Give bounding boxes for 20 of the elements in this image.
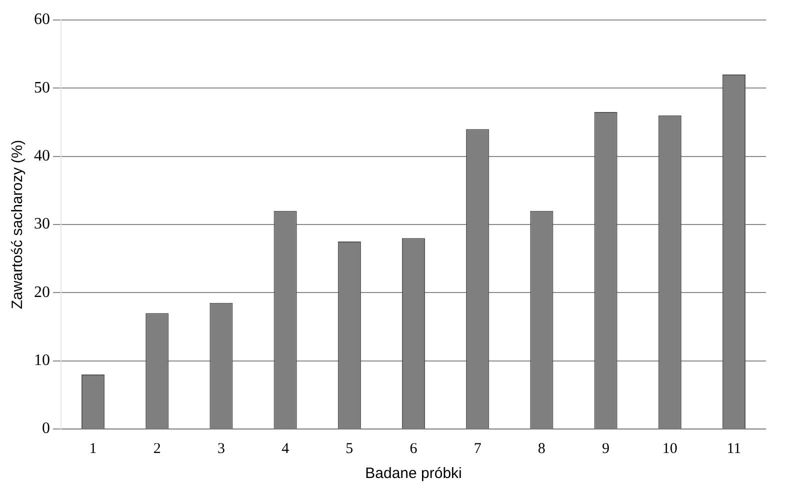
x-axis-title: Badane próbki xyxy=(365,465,462,482)
x-tick-label: 11 xyxy=(726,440,742,457)
x-tick-label: 7 xyxy=(474,440,482,457)
x-tick-label: 1 xyxy=(89,440,97,457)
y-tick-label: 40 xyxy=(34,148,50,165)
y-tick-label: 10 xyxy=(34,352,50,370)
x-tick-label: 2 xyxy=(153,440,161,457)
x-tick-label: 6 xyxy=(410,440,418,457)
x-tick-label: 9 xyxy=(602,440,610,457)
y-tick-label: 20 xyxy=(34,284,50,301)
y-tick-label: 30 xyxy=(34,216,50,233)
y-tick-label: 50 xyxy=(34,79,50,96)
y-tick-label: 60 xyxy=(34,11,50,28)
x-tick-label: 8 xyxy=(538,440,546,457)
x-tick-label: 5 xyxy=(346,440,354,457)
y-tick-label: 0 xyxy=(42,420,50,438)
x-tick-label: 4 xyxy=(282,440,290,457)
x-tick-label: 3 xyxy=(217,440,225,457)
y-axis-title: Zawartość sacharozy (%) xyxy=(9,140,26,310)
x-tick-label: 10 xyxy=(662,440,678,457)
